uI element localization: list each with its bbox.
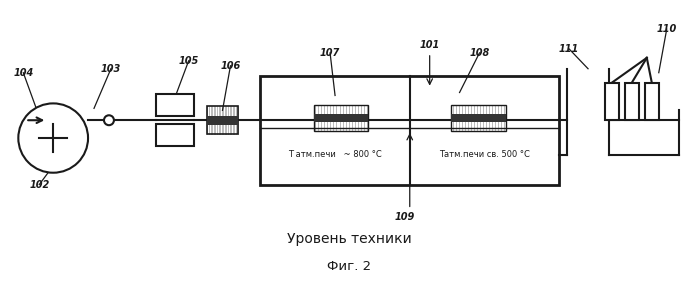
Text: Т атм.печи   ~ 800 °С: Т атм.печи ~ 800 °С bbox=[288, 150, 382, 159]
Bar bbox=[645, 83, 659, 120]
Bar bbox=[451, 114, 506, 122]
Text: 108: 108 bbox=[469, 48, 489, 58]
Text: 111: 111 bbox=[559, 44, 579, 54]
Bar bbox=[313, 105, 369, 131]
Text: 105: 105 bbox=[179, 56, 199, 66]
Text: 103: 103 bbox=[101, 64, 121, 74]
Circle shape bbox=[18, 103, 88, 173]
Bar bbox=[451, 105, 506, 131]
Text: 109: 109 bbox=[394, 212, 415, 222]
Bar bbox=[313, 114, 369, 122]
Circle shape bbox=[104, 115, 114, 125]
Text: Фиг. 2: Фиг. 2 bbox=[327, 260, 371, 273]
Bar bbox=[260, 76, 559, 185]
Text: 106: 106 bbox=[221, 61, 241, 71]
Bar bbox=[207, 106, 239, 134]
Bar bbox=[207, 116, 239, 125]
Text: Уровень техники: Уровень техники bbox=[287, 232, 411, 246]
Text: 107: 107 bbox=[320, 48, 340, 58]
Bar bbox=[156, 94, 193, 116]
Text: 101: 101 bbox=[419, 40, 440, 50]
Text: 102: 102 bbox=[29, 180, 50, 190]
Text: 104: 104 bbox=[13, 68, 34, 78]
Text: 110: 110 bbox=[657, 24, 677, 34]
Bar bbox=[625, 83, 639, 120]
Bar bbox=[156, 124, 193, 146]
Bar bbox=[605, 83, 619, 120]
Text: Татм.печи св. 500 °С: Татм.печи св. 500 °С bbox=[439, 150, 530, 159]
